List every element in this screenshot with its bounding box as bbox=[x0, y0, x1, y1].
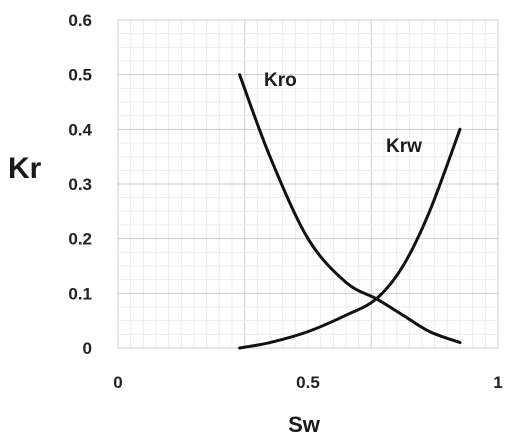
series-line-krw bbox=[238, 127, 462, 350]
series-label-kro: Kro bbox=[264, 70, 297, 91]
y-tick-label: 0 bbox=[83, 339, 92, 358]
y-tick-label: 0.6 bbox=[68, 11, 92, 30]
y-tick-label: 0.1 bbox=[68, 284, 92, 303]
y-tick-label: 0.4 bbox=[68, 120, 92, 139]
series-labels: Kro Krw bbox=[264, 70, 422, 157]
curves bbox=[238, 73, 462, 350]
grid bbox=[117, 19, 499, 349]
x-tick-label: 0 bbox=[113, 373, 122, 392]
x-tick-label: 1 bbox=[493, 373, 502, 392]
series-line-kro bbox=[238, 73, 462, 345]
y-tick-label: 0.2 bbox=[68, 230, 92, 249]
y-tick-label: 0.5 bbox=[68, 66, 92, 85]
y-axis-title: Kr bbox=[8, 152, 42, 185]
x-tick-label: 0.5 bbox=[296, 373, 320, 392]
ticks: 0 0.1 0.2 0.3 0.4 0.5 0.6 0 0.5 1 bbox=[68, 11, 502, 392]
series-label-krw: Krw bbox=[386, 136, 422, 157]
y-tick-label: 0.3 bbox=[68, 175, 92, 194]
x-axis-title: Sw bbox=[288, 412, 321, 437]
